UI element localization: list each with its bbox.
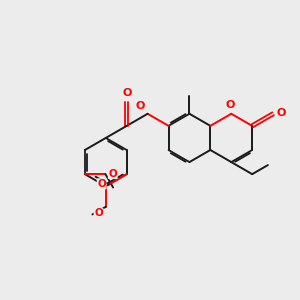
Text: O: O bbox=[277, 108, 286, 118]
Text: O: O bbox=[122, 88, 131, 98]
Text: O: O bbox=[226, 100, 236, 110]
Text: O: O bbox=[108, 169, 117, 178]
Text: O: O bbox=[136, 101, 145, 111]
Text: O: O bbox=[97, 179, 106, 189]
Text: O: O bbox=[94, 208, 103, 218]
